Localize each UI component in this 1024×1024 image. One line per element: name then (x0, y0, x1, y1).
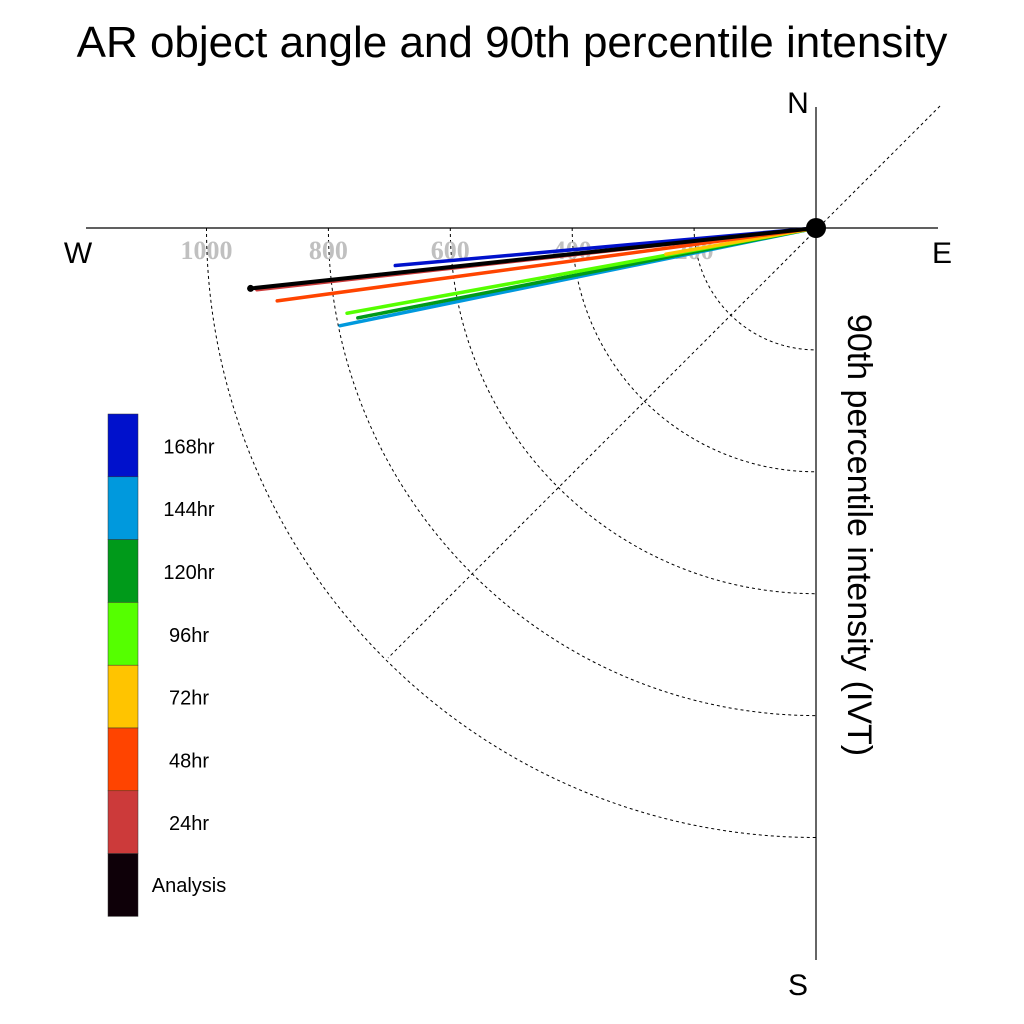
legend-label: 48hr (169, 750, 209, 772)
legend-label: 72hr (169, 688, 209, 710)
legend-swatch (107, 790, 139, 854)
grid-ring (327, 227, 817, 717)
compass-west-label: W (64, 237, 93, 270)
radial-axis-title: 90th percentile intensity (IVT) (840, 314, 878, 756)
legend-swatch (107, 727, 139, 792)
legend-swatch (107, 539, 139, 603)
grid-ring (206, 227, 817, 838)
legend-swatch (107, 602, 139, 666)
legend-label: 144hr (163, 499, 214, 521)
legend-label: 120hr (163, 562, 214, 584)
series-vector (248, 226, 818, 291)
analysis-end-dot (247, 284, 255, 292)
compass-east-label: E (932, 237, 952, 270)
compass-south-label: S (788, 969, 808, 1002)
polar-grid (206, 105, 941, 838)
legend-swatch (107, 476, 139, 540)
grid-ring (449, 227, 817, 595)
legend-label: 168hr (163, 436, 214, 458)
series-vectors (247, 218, 826, 328)
legend-swatch (107, 853, 139, 917)
legend: 168hr 144hr 120hr 96hr 72hr 48hr 24hr Analysis (107, 413, 226, 917)
ring-label: 1000 (181, 236, 233, 265)
grid-diagonal (387, 105, 941, 659)
compass-north-label: N (787, 87, 809, 120)
origin-marker (806, 218, 826, 238)
compass-axes: N S E W (64, 87, 952, 1002)
legend-label: Analysis (152, 875, 226, 897)
legend-label: 96hr (169, 625, 209, 647)
legend-swatch (107, 664, 139, 729)
grid-ring (571, 227, 817, 473)
chart-title: AR object angle and 90th percentile inte… (77, 18, 948, 67)
legend-label: 24hr (169, 813, 209, 835)
legend-swatch (107, 413, 139, 478)
ring-label: 800 (309, 236, 348, 265)
series-vector (275, 226, 818, 303)
